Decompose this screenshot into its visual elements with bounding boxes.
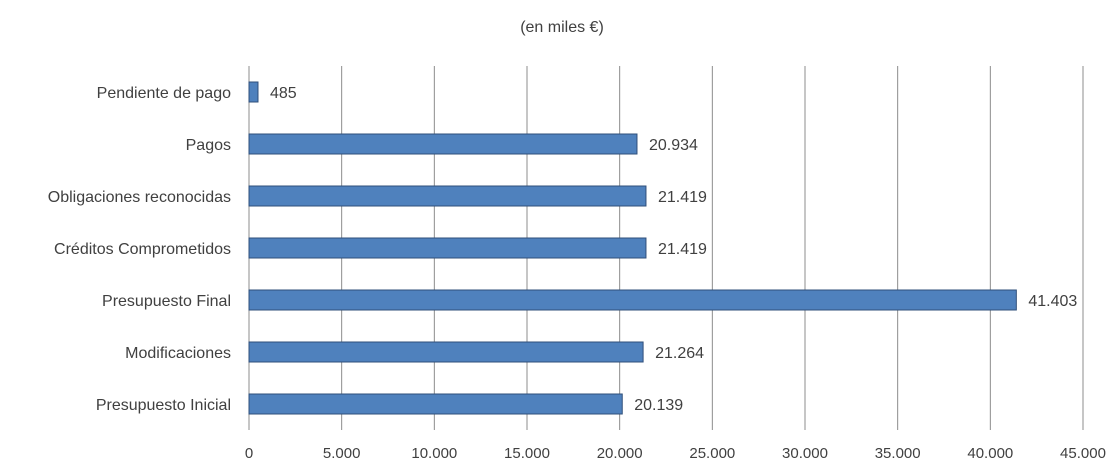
x-tick-label: 10.000 [411, 445, 457, 461]
data-label: 20.934 [649, 137, 698, 154]
bars [248, 81, 1017, 415]
x-tick-label: 30.000 [782, 445, 828, 461]
bar [248, 185, 647, 207]
bar [248, 289, 1017, 311]
category-label: Obligaciones reconocidas [48, 189, 231, 206]
x-tick-label: 15.000 [504, 445, 550, 461]
bar [248, 133, 638, 155]
x-tick-label: 0 [245, 445, 253, 461]
category-label: Modificaciones [125, 345, 231, 362]
data-label: 41.403 [1028, 293, 1077, 310]
data-label: 21.264 [655, 345, 704, 362]
x-tick-label: 45.000 [1060, 445, 1106, 461]
category-label: Créditos Comprometidos [54, 241, 231, 258]
data-label: 20.139 [634, 397, 683, 414]
data-label: 21.419 [658, 241, 707, 258]
gridlines [248, 66, 1084, 430]
x-tick-label: 20.000 [597, 445, 643, 461]
category-label: Presupuesto Final [102, 293, 231, 310]
category-label: Presupuesto Inicial [96, 397, 231, 414]
x-tick-label: 35.000 [875, 445, 921, 461]
bar [248, 393, 623, 415]
category-label: Pagos [186, 137, 231, 154]
x-tick-label: 40.000 [967, 445, 1013, 461]
category-label: Pendiente de pago [97, 85, 231, 102]
data-label: 485 [270, 85, 297, 102]
x-tick-label: 5.000 [323, 445, 361, 461]
bar [248, 81, 259, 103]
category-labels: Pendiente de pago Pagos Obligaciones recon… [48, 85, 231, 414]
bar [248, 237, 647, 259]
chart-title: (en miles €) [520, 19, 604, 36]
x-axis-tick-labels: 0 5.000 10.000 15.000 20.000 25.000 30.000 35.0… [245, 445, 1106, 461]
data-labels: 485 20.934 21.419 21.419 41.403 21.264 20.139 [270, 85, 1077, 414]
bar [248, 341, 644, 363]
data-label: 21.419 [658, 189, 707, 206]
x-tick-label: 25.000 [689, 445, 735, 461]
